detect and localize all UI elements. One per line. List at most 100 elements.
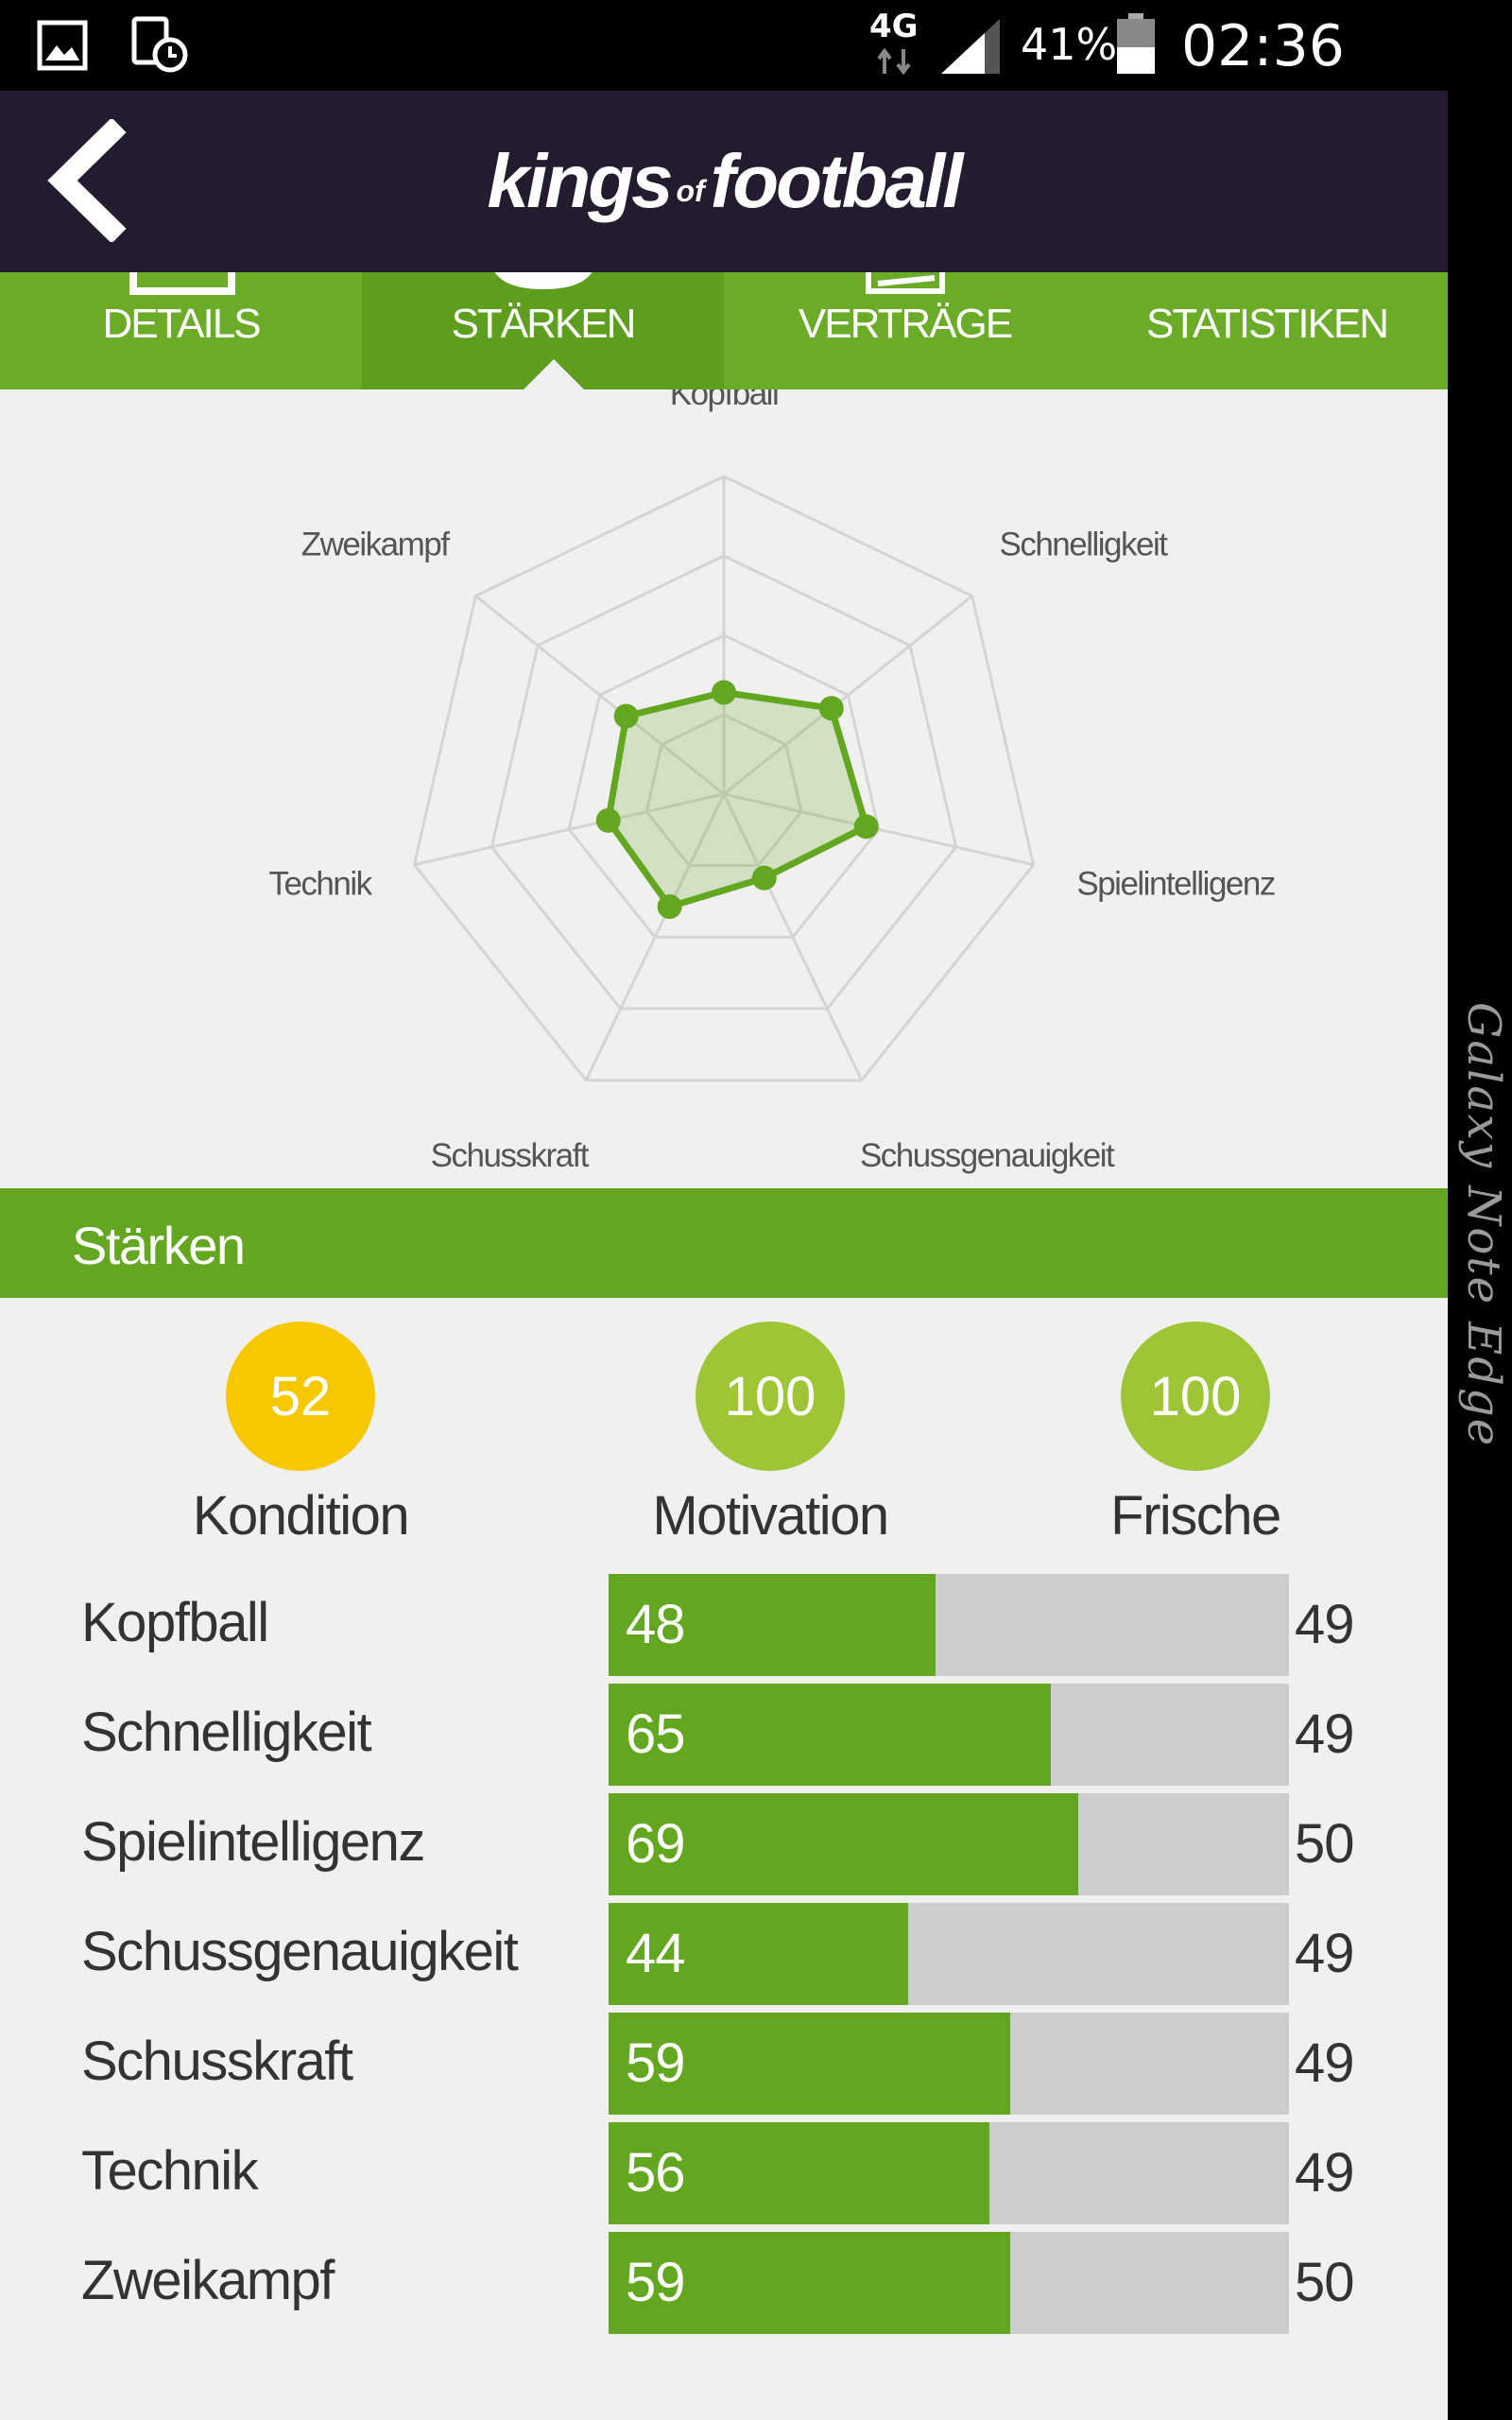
shirt-icon [494, 272, 592, 289]
device-edge-panel [1448, 0, 1512, 2420]
tab-details-label: DETAILS [102, 301, 261, 347]
radar-axis-label-schussgenauigkeit: Schussgenauigkeit [860, 1137, 1115, 1174]
stat-average: 49 [1295, 1703, 1355, 1765]
stat-value: 65 [626, 1703, 686, 1765]
stat-row-kopfball: Kopfball 48 49 [0, 1574, 1448, 1676]
stat-bar-fill: 65 [609, 1684, 1051, 1786]
stat-value: 69 [626, 1813, 686, 1875]
status-bar: 4G 41% 02:36 [0, 0, 1448, 91]
stat-row-schnelligkeit: Schnelligkeit 65 49 [0, 1684, 1448, 1786]
indicator-circle: 52 [226, 1322, 375, 1471]
stat-bar: 48 [609, 1574, 1289, 1676]
radar-point-schusskraft [657, 894, 682, 920]
stat-bar-fill: 56 [609, 2122, 990, 2224]
stat-name: Zweikampf [81, 2250, 335, 2311]
stat-average: 49 [1295, 1923, 1355, 1984]
radar-point-schnelligkeit [818, 696, 844, 721]
stat-bar-fill: 69 [609, 1793, 1078, 1895]
stat-average: 50 [1295, 1813, 1355, 1875]
radar-spoke [414, 792, 725, 867]
stat-value: 59 [626, 2252, 686, 2313]
indicator-circle: 100 [1121, 1322, 1270, 1471]
clock: 02:36 [1181, 13, 1345, 79]
tab-statistiken-label: STATISTIKEN [1145, 301, 1389, 347]
stat-bar-fill: 48 [609, 1574, 936, 1676]
section-header: Stärken [0, 1188, 1448, 1298]
stat-row-technik: Technik 56 49 [0, 2122, 1448, 2224]
stat-row-schussgenauigkeit: Schussgenauigkeit 44 49 [0, 1903, 1448, 2005]
tab-staerken-label: STÄRKEN [451, 301, 637, 347]
schedule-icon [129, 13, 189, 78]
radar-grid-ring [567, 633, 881, 939]
stat-value: 59 [626, 2032, 686, 2094]
radar-spoke [722, 793, 864, 1081]
active-tab-pointer [524, 359, 584, 389]
battery-percent: 41% [1021, 19, 1118, 70]
radar-point-spielintelligenz [853, 814, 879, 839]
radar-point-technik [595, 807, 621, 833]
device-edge-label: Galaxy Note Edge [1457, 1002, 1510, 1448]
stat-row-spielintelligenz: Spielintelligenz 69 50 [0, 1793, 1448, 1895]
stat-value: 56 [626, 2142, 686, 2204]
radar-spoke [723, 792, 1034, 867]
radar-point-kopfball [712, 680, 736, 705]
stat-name: Kopfball [81, 1592, 269, 1653]
stat-bar-fill: 44 [609, 1903, 908, 2005]
stat-value: 44 [626, 1923, 686, 1984]
radar-grid-ring [644, 713, 803, 868]
radar-point-zweikampf [613, 703, 639, 729]
stat-bar: 65 [609, 1684, 1289, 1786]
stat-name: Schnelligkeit [81, 1702, 372, 1763]
tab-bar: DETAILS STÄRKEN VERTRÄGE STATISTIKEN [0, 272, 1448, 389]
radar-spoke [474, 595, 725, 796]
radar-axis-labels: Kopfball Schnelligkeit Spielintelligenz Sch… [268, 389, 1276, 1174]
tab-statistiken[interactable]: STATISTIKEN [1086, 272, 1448, 389]
stat-average: 50 [1295, 2252, 1355, 2313]
contract-icon [865, 272, 945, 294]
radar-spoke [584, 793, 726, 1081]
radar-point-schussgenauigkeit [751, 865, 777, 890]
indicator-frische: 100 Frische [1025, 1322, 1366, 1547]
stat-bar: 44 [609, 1903, 1289, 2005]
stat-bar: 59 [609, 2013, 1289, 2115]
indicator-label: Motivation [652, 1485, 889, 1547]
stat-average: 49 [1295, 1594, 1355, 1655]
stat-bar: 56 [609, 2122, 1289, 2224]
stat-bar-fill: 59 [609, 2232, 1010, 2334]
indicator-kondition: 52 Kondition [130, 1322, 471, 1547]
radar-axis-label-zweikampf: Zweikampf [301, 527, 450, 563]
strengths-radar-chart: Kopfball Schnelligkeit Spielintelligenz Sch… [268, 389, 1276, 1174]
stat-name: Technik [81, 2140, 259, 2202]
radar-value-area [605, 688, 870, 911]
radar-axis-label-schnelligkeit: Schnelligkeit [999, 527, 1168, 563]
radar-grid [412, 475, 1036, 1082]
battery-icon [1115, 13, 1157, 80]
indicator-label: Frische [1110, 1485, 1281, 1547]
stat-name: Schusskraft [81, 2031, 353, 2092]
app-header: kings offootball [0, 91, 1448, 272]
back-button[interactable] [38, 117, 142, 244]
radar-grid-ring [412, 475, 1036, 1082]
radar-axis-label-spielintelligenz: Spielintelligenz [1076, 865, 1274, 902]
stat-name: Schussgenauigkeit [81, 1921, 519, 1982]
stat-bar: 69 [609, 1793, 1289, 1895]
stat-row-schusskraft: Schusskraft 59 49 [0, 2013, 1448, 2115]
stat-average: 49 [1295, 2032, 1355, 2094]
stat-bar: 59 [609, 2232, 1289, 2334]
radar-axis-label-kopfball: Kopfball [670, 389, 778, 412]
stat-row-zweikampf: Zweikampf 59 50 [0, 2232, 1448, 2334]
signal-icon [937, 15, 1004, 80]
tab-details[interactable]: DETAILS [0, 272, 362, 389]
indicator-label: Kondition [192, 1485, 410, 1547]
radar-axis-label-technik: Technik [268, 865, 372, 902]
radar-data-series [595, 680, 879, 920]
stat-bar-fill: 59 [609, 2013, 1010, 2115]
details-icon [129, 272, 235, 295]
tab-vertraege[interactable]: VERTRÄGE [724, 272, 1086, 389]
stat-name: Spielintelligenz [81, 1811, 425, 1873]
radar-axis-label-schusskraft: Schusskraft [431, 1137, 590, 1174]
app-logo: kings offootball [487, 139, 964, 223]
tab-vertraege-label: VERTRÄGE [798, 301, 1013, 347]
section-title: Stärken [72, 1216, 246, 1275]
data-arrows-icon [877, 47, 915, 80]
